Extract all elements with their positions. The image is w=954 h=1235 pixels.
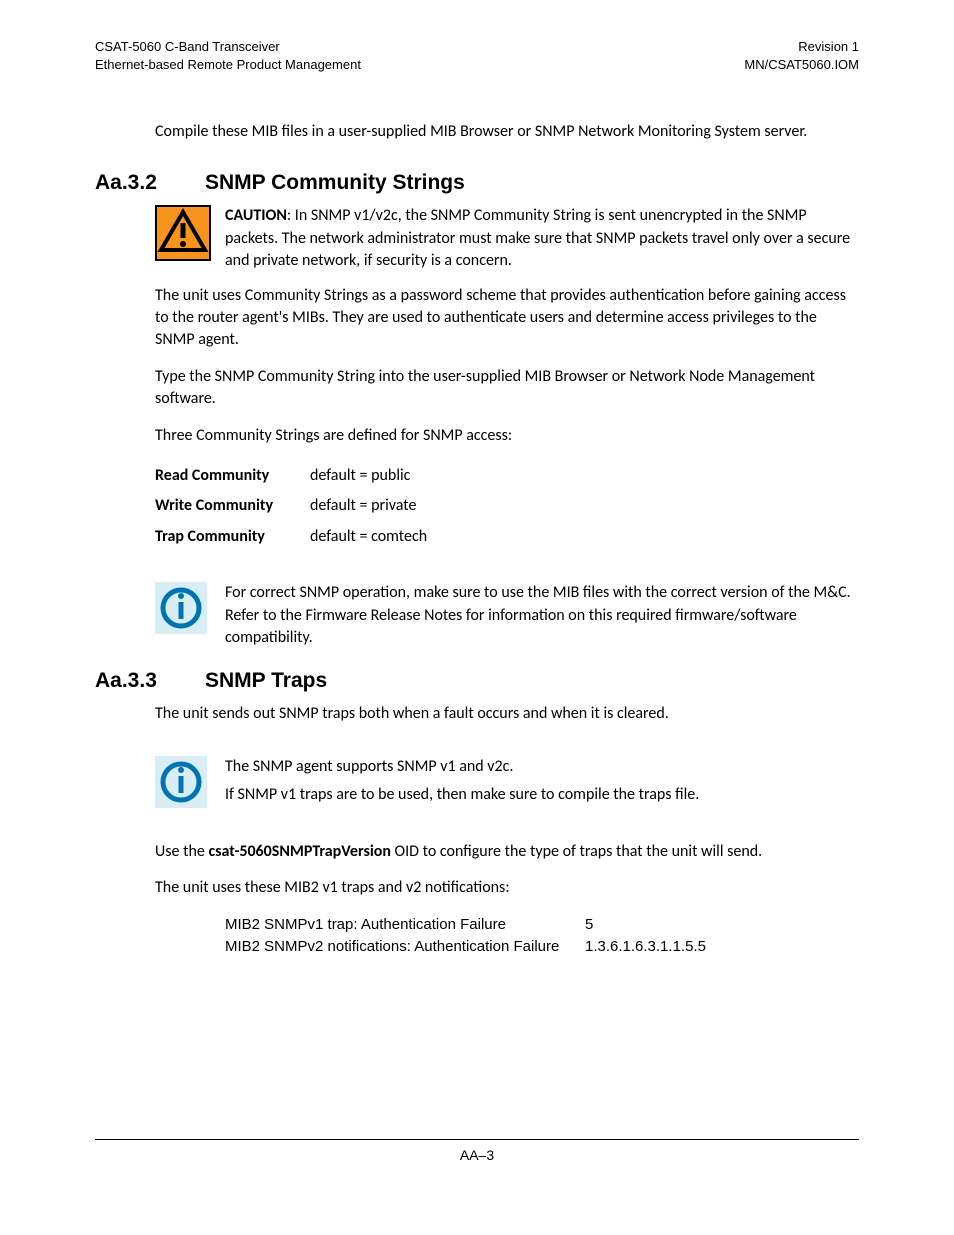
paragraph: Three Community Strings are defined for … bbox=[155, 425, 859, 447]
info-icon bbox=[155, 582, 215, 649]
section-number: Aa.3.2 bbox=[95, 171, 205, 195]
trap-label: MIB2 SNMPv1 trap: Authentication Failure bbox=[225, 914, 585, 937]
header-right-line1: Revision 1 bbox=[744, 38, 859, 56]
table-row: Write Community default = private bbox=[155, 491, 859, 521]
header-right: Revision 1 MN/CSAT5060.IOM bbox=[744, 38, 859, 73]
table-row: Read Community default = public bbox=[155, 461, 859, 491]
caution-block: CAUTION: In SNMP v1/v2c, the SNMP Commun… bbox=[155, 205, 859, 272]
table-row: MIB2 SNMPv1 trap: Authentication Failure… bbox=[225, 914, 859, 937]
text-fragment: Use the bbox=[155, 842, 208, 861]
text-fragment: OID to configure the type of traps that … bbox=[391, 842, 762, 861]
community-label: Write Community bbox=[155, 491, 310, 521]
footer-rule bbox=[95, 1139, 859, 1140]
section-heading-aa33: Aa.3.3SNMP Traps bbox=[95, 669, 859, 693]
community-value: default = comtech bbox=[310, 522, 427, 552]
paragraph: The unit sends out SNMP traps both when … bbox=[155, 703, 859, 725]
caution-text: CAUTION: In SNMP v1/v2c, the SNMP Commun… bbox=[225, 205, 859, 272]
info-block: The SNMP agent supports SNMP v1 and v2c.… bbox=[155, 756, 859, 813]
paragraph: Use the csat-5060SNMPTrapVersion OID to … bbox=[155, 841, 859, 863]
section-heading-aa32: Aa.3.2SNMP Community Strings bbox=[95, 171, 859, 195]
header-left-line1: CSAT-5060 C-Band Transceiver bbox=[95, 38, 361, 56]
info-text: The SNMP agent supports SNMP v1 and v2c.… bbox=[225, 756, 699, 813]
paragraph: The unit uses these MIB2 v1 traps and v2… bbox=[155, 877, 859, 899]
table-row: Trap Community default = comtech bbox=[155, 522, 859, 552]
section-title: SNMP Community Strings bbox=[205, 171, 465, 194]
caution-label: CAUTION bbox=[225, 206, 287, 225]
table-row: MIB2 SNMPv2 notifications: Authenticatio… bbox=[225, 936, 859, 959]
info-line: If SNMP v1 traps are to be used, then ma… bbox=[225, 784, 699, 806]
page-number: AA–3 bbox=[0, 1147, 954, 1163]
info-text: For correct SNMP operation, make sure to… bbox=[225, 582, 859, 649]
trap-label: MIB2 SNMPv2 notifications: Authenticatio… bbox=[225, 936, 585, 959]
traps-table: MIB2 SNMPv1 trap: Authentication Failure… bbox=[225, 914, 859, 959]
community-strings-table: Read Community default = public Write Co… bbox=[155, 461, 859, 552]
paragraph: The unit uses Community Strings as a pas… bbox=[155, 285, 859, 352]
section-title: SNMP Traps bbox=[205, 669, 327, 692]
trap-value: 1.3.6.1.6.3.1.1.5.5 bbox=[585, 936, 706, 959]
page: CSAT-5060 C-Band Transceiver Ethernet-ba… bbox=[0, 0, 954, 1235]
community-label: Read Community bbox=[155, 461, 310, 491]
header-left-line2: Ethernet-based Remote Product Management bbox=[95, 56, 361, 74]
community-value: default = public bbox=[310, 461, 410, 491]
community-value: default = private bbox=[310, 491, 416, 521]
paragraph: Type the SNMP Community String into the … bbox=[155, 366, 859, 411]
trap-value: 5 bbox=[585, 914, 593, 937]
caution-body: : In SNMP v1/v2c, the SNMP Community Str… bbox=[225, 206, 850, 270]
section-number: Aa.3.3 bbox=[95, 669, 205, 693]
info-line: The SNMP agent supports SNMP v1 and v2c. bbox=[225, 756, 699, 778]
oid-name: csat-5060SNMPTrapVersion bbox=[208, 842, 390, 861]
header-left: CSAT-5060 C-Band Transceiver Ethernet-ba… bbox=[95, 38, 361, 73]
header-right-line2: MN/CSAT5060.IOM bbox=[744, 56, 859, 74]
caution-icon bbox=[155, 205, 215, 272]
community-label: Trap Community bbox=[155, 522, 310, 552]
info-icon bbox=[155, 756, 215, 813]
info-block: For correct SNMP operation, make sure to… bbox=[155, 582, 859, 649]
intro-paragraph: Compile these MIB files in a user-suppli… bbox=[155, 121, 859, 143]
page-header: CSAT-5060 C-Band Transceiver Ethernet-ba… bbox=[95, 38, 859, 73]
